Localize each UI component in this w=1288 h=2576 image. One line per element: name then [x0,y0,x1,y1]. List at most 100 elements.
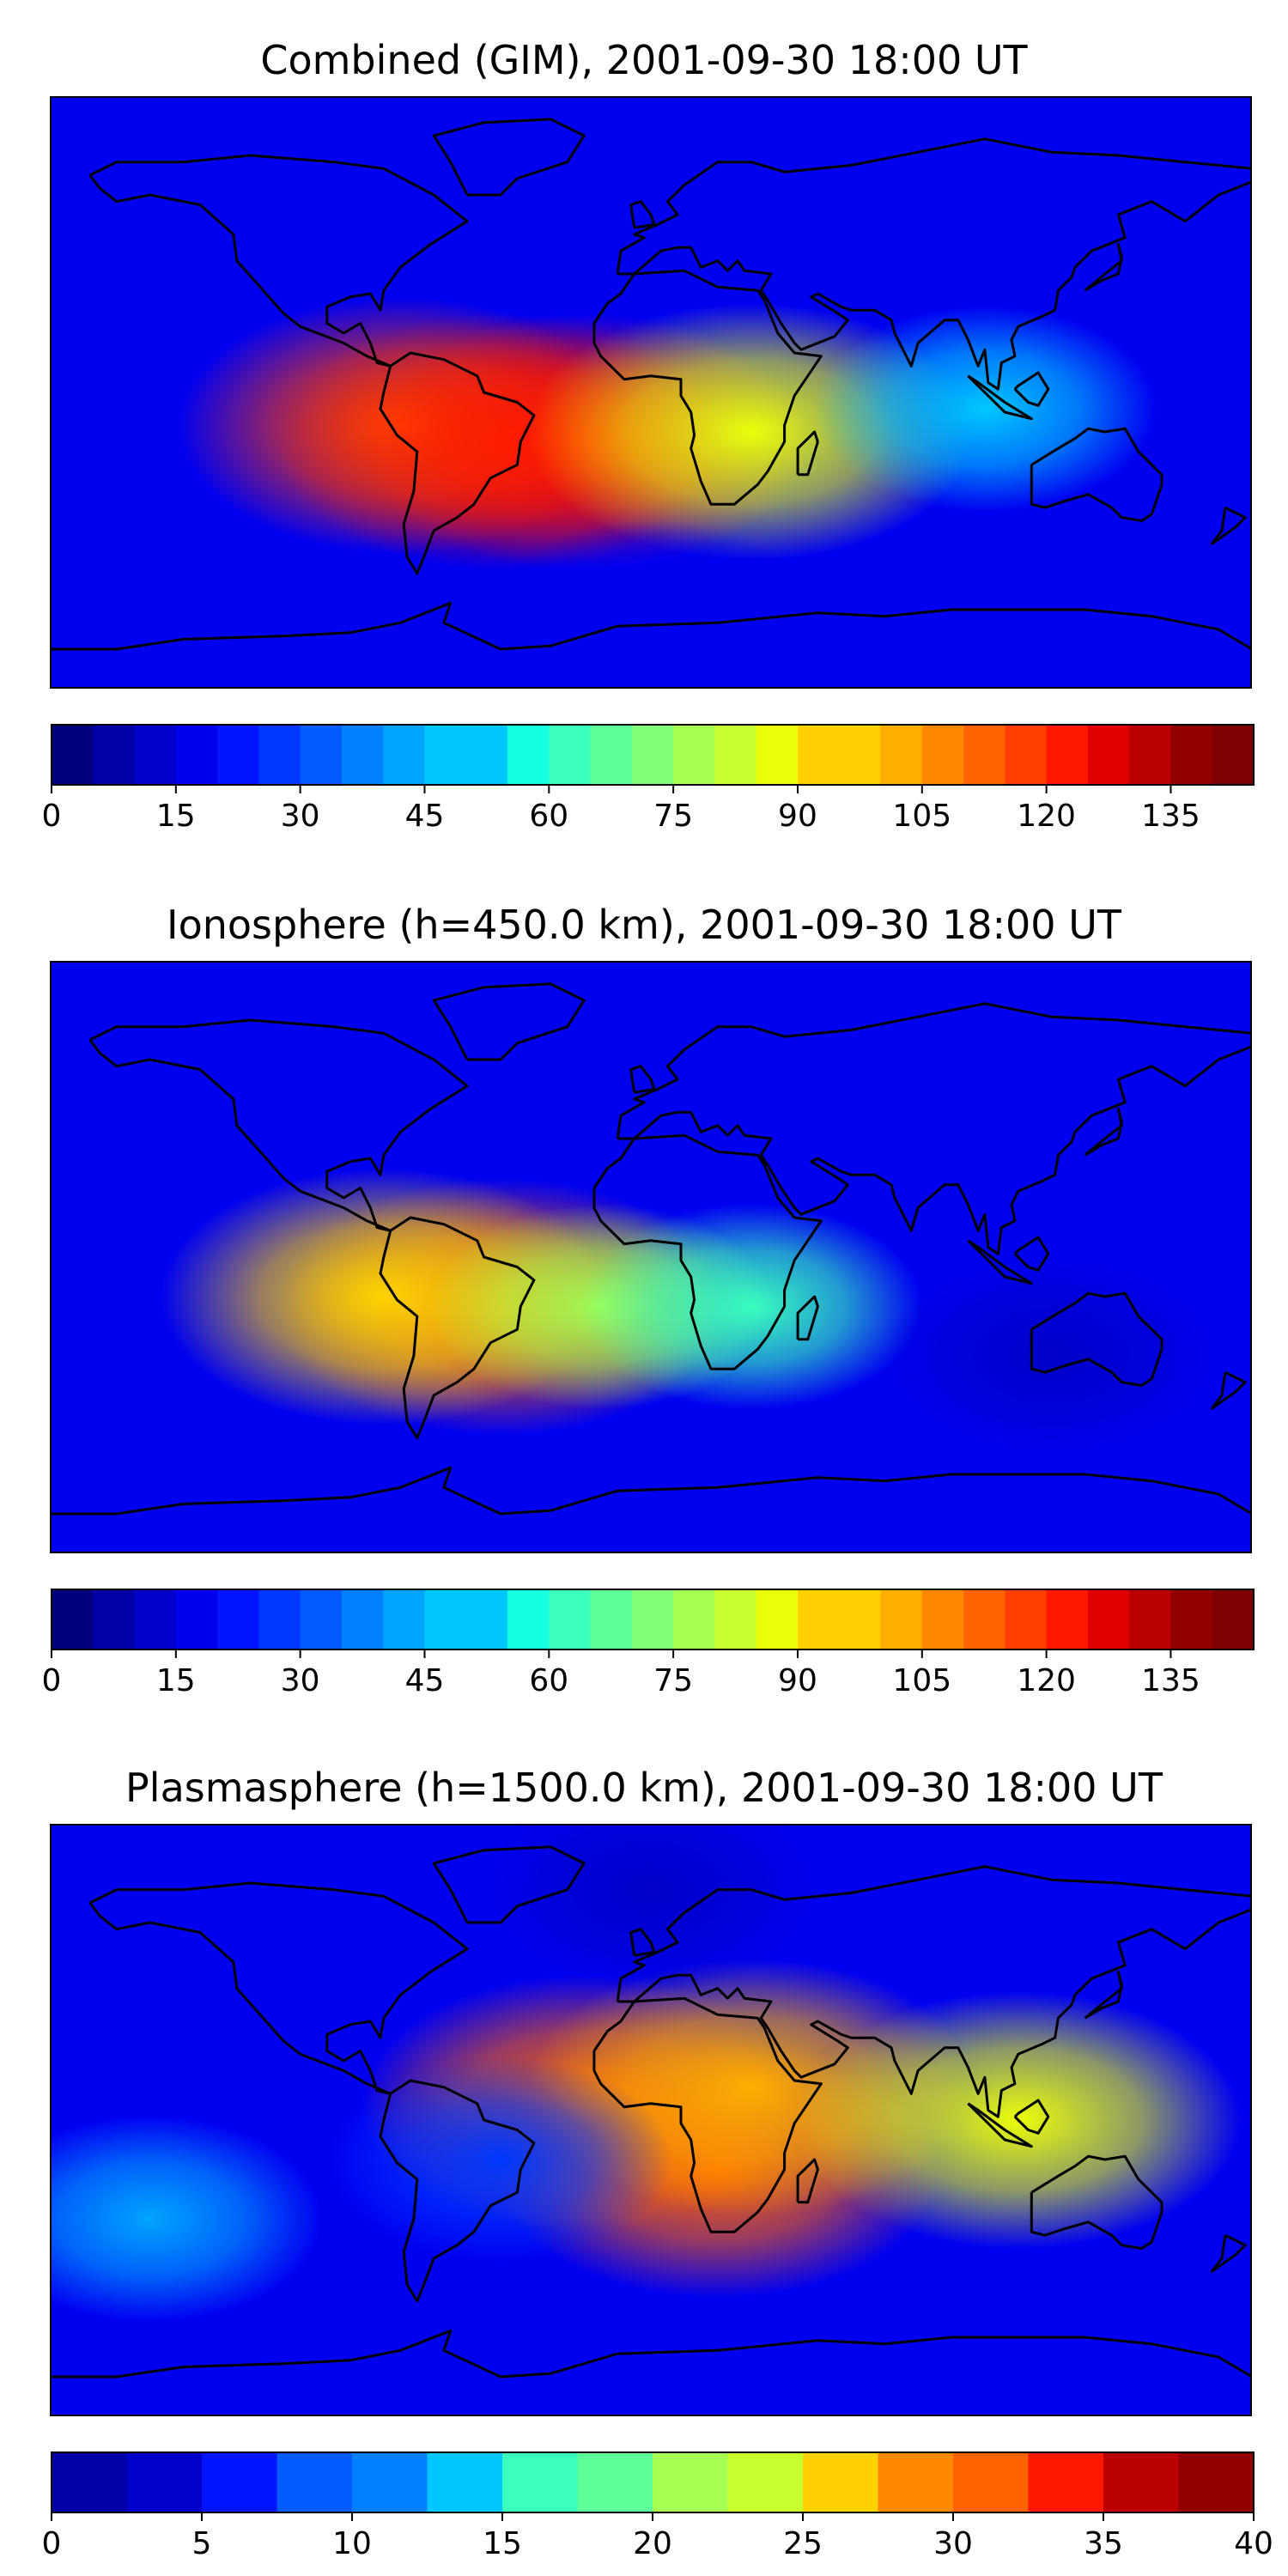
colorbar-tick-label: 30 [933,2526,973,2561]
colorbar-segment [465,1589,508,1649]
australia-coast [1030,2154,1163,2250]
south-america-coast [379,2079,536,2303]
colorbar-segment [300,725,343,785]
colorbar-tick-label: 45 [405,799,445,834]
colorbar-segment [52,1589,94,1649]
south-america-coast [379,351,536,575]
eurasia-coast [616,1865,1252,2118]
borneo-coast [1013,2099,1050,2135]
colorbar-segment [953,2452,1030,2512]
colorbar-segment [52,2452,128,2512]
colorbar-segment [341,1589,385,1649]
colorbar-tick-label: 75 [653,799,693,834]
colorbar-segment [797,1589,841,1649]
colorbar-segment [427,2452,503,2512]
map-frame [50,96,1252,689]
colorbar-segment [673,1589,716,1649]
colorbar-segment [126,2452,203,2512]
colorbar-segment [714,725,757,785]
colorbar-segment [1046,725,1089,785]
colorbar-segment [507,1589,550,1649]
colorbar-segment [880,1589,923,1649]
greenland-coast [432,118,586,197]
colorbar-segment [631,1589,674,1649]
colorbar-segment [258,725,301,785]
madagascar-coast [796,2158,819,2204]
borneo-coast [1013,1236,1050,1272]
indonesia-coast [967,374,1033,421]
colorbar-segment [202,2452,278,2512]
uk-coast [629,1928,656,1957]
colorbar-segment [839,1589,882,1649]
colorbar-tick-label: 105 [892,799,951,834]
colorbar-ionosphere: 0 15 30 45 60 75 90 105 120 135 [42,1589,1255,1698]
colorbar-segment [1178,2452,1255,2512]
colorbar-tick-label: 30 [281,799,320,834]
field-blob [879,1253,1224,1459]
field-blob [50,2116,322,2322]
colorbar-tick-label: 0 [42,1663,62,1698]
colorbar-segment [1170,725,1213,785]
antarctica-coast [50,1466,1252,1516]
panel-ionosphere: Ionosphere (h=450.0 km), 2001-09-30 18:0… [0,899,1288,1723]
japan-coast [1084,243,1123,292]
colorbar-segment [1170,1589,1213,1649]
field-blob [812,306,1157,513]
colorbar-combined: 0 15 30 45 60 75 90 105 120 135 [42,724,1255,834]
japan-coast [1084,1108,1123,1157]
colorbar-tick-label: 20 [633,2526,672,2561]
colorbar-segment [1028,2452,1104,2512]
panel-title: Combined (GIM), 2001-09-30 18:00 UT [260,37,1028,83]
colorbar-segment [1046,1589,1089,1649]
map-combined [50,96,1252,689]
colorbar-segment [134,725,177,785]
colorbar-segment [465,725,508,785]
colorbar-segment [352,2452,428,2512]
colorbar-segment [963,725,1006,785]
colorbar-tick-label: 35 [1084,2526,1123,2561]
colorbar-tick-label: 120 [1017,799,1076,834]
panel-plasmasphere: Plasmasphere (h=1500.0 km), 2001-09-30 1… [0,1762,1288,2576]
colorbar-tick-label: 120 [1017,1663,1076,1698]
colorbar-segment [93,725,136,785]
indonesia-coast [967,2102,1033,2148]
colorbar-tick-label: 60 [529,799,568,834]
colorbar-tick-label: 135 [1141,799,1200,834]
map-frame [50,961,1252,1553]
colorbar-segment [590,725,633,785]
colorbar-segment [1005,725,1048,785]
japan-coast [1084,1971,1123,2020]
colorbar-segment [217,1589,260,1649]
colorbar-segment [727,2452,804,2512]
antarctica-coast [50,601,1252,651]
antarctica-coast [50,2329,1252,2379]
colorbar-tick-label: 135 [1141,1663,1200,1698]
madagascar-coast [796,430,819,477]
colorbar-tick-label: 90 [778,1663,817,1698]
colorbar-plasmasphere: 0 5 10 15 20 25 30 35 40 [42,2451,1273,2561]
new-zealand-coast [1210,2233,1247,2273]
colorbar-tick-label: 5 [192,2526,212,2561]
colorbar-segment [502,2452,579,2512]
field-blob [479,519,823,689]
colorbar-segment [963,1589,1006,1649]
colorbar-segment [839,725,882,785]
colorbar-segment [1129,725,1172,785]
colorbar-segment [300,1589,343,1649]
new-zealand-coast [1210,1370,1247,1410]
colorbar-segment [803,2452,879,2512]
uk-coast [629,200,656,229]
madagascar-coast [796,1295,819,1341]
field-blob [329,2057,672,2263]
colorbar-segment [880,725,923,785]
colorbar-segment [175,725,218,785]
colorbar-tick-label: 40 [1234,2526,1273,2561]
north-america-coast [88,1881,469,2095]
colorbar-segment [756,725,799,785]
colorbar-tick-label: 15 [156,1663,196,1698]
indonesia-coast [967,1239,1033,1285]
panel-title: Ionosphere (h=450.0 km), 2001-09-30 18:0… [167,902,1121,948]
map-frame [50,1824,1252,2416]
field-blob [579,1203,923,1410]
australia-coast [1030,427,1163,522]
